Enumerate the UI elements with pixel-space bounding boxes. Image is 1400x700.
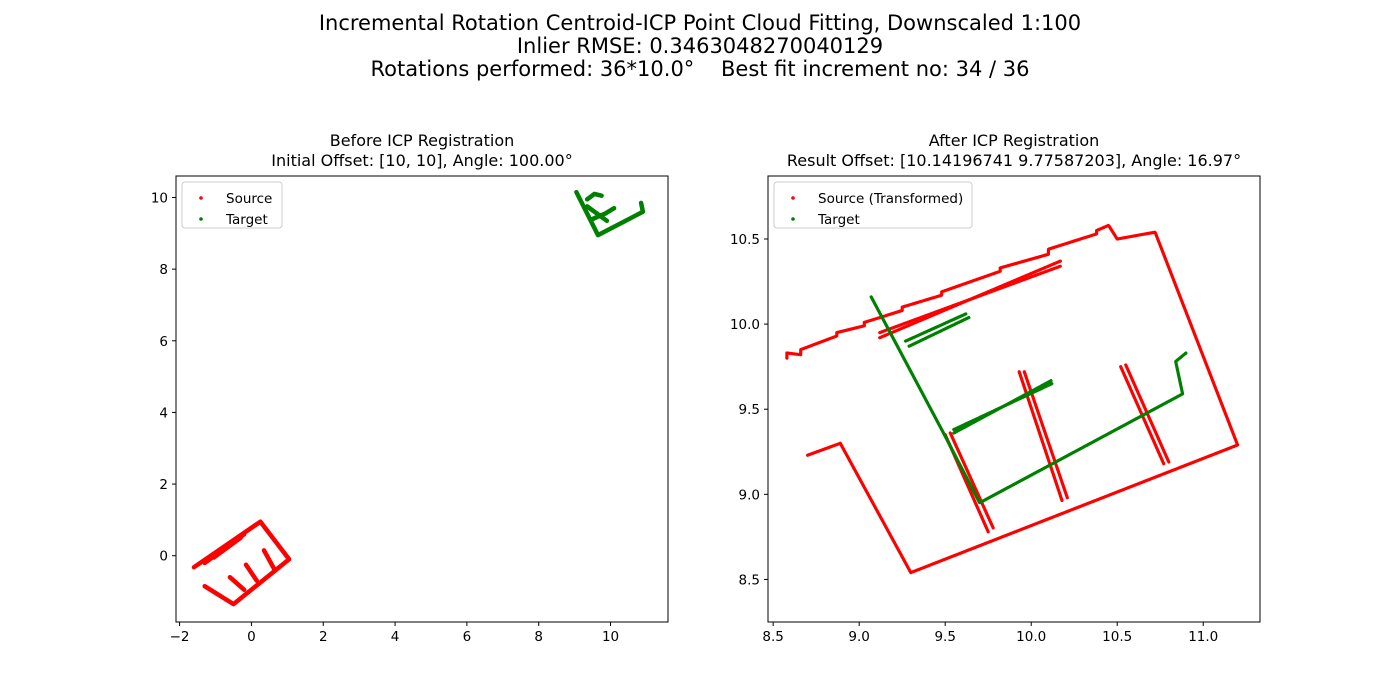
figure-title-line-3: Rotations performed: 36*10.0° Best fit i… [371, 57, 1030, 81]
legend-box [773, 181, 973, 229]
before-plot-title: Before ICP Registration [330, 131, 515, 150]
y-tick-label: 10 [151, 190, 168, 206]
y-tick-label: 4 [159, 405, 168, 421]
target-series-segment-3 [904, 312, 968, 343]
target-series-segment-1 [584, 191, 604, 202]
before-icp-plot: Before ICP Registration Initial Offset: … [151, 131, 669, 645]
data-layer [785, 223, 1240, 575]
plot-frame [767, 175, 1261, 623]
legend-label-source: Source (Transformed) [818, 191, 963, 207]
legend-box [181, 181, 283, 229]
x-tick-label: 0 [247, 629, 256, 645]
source-series-segment-4 [243, 562, 260, 584]
x-tick-label: 2 [319, 629, 328, 645]
y-tick-label: 9.5 [739, 402, 760, 418]
y-tick-label: 2 [159, 477, 168, 493]
x-tick-label: 9.5 [934, 629, 955, 645]
y-tick-label: 6 [159, 334, 168, 350]
x-tick-label: −2 [170, 629, 190, 645]
y-tick-label: 10.5 [730, 232, 760, 248]
y-tick-label: 9.0 [739, 487, 760, 503]
plot-frame [175, 175, 669, 623]
y-tick-label: 8 [159, 262, 168, 278]
legend-marker-source [791, 196, 795, 200]
legend-marker-target [199, 217, 203, 221]
x-tick-label: 4 [391, 629, 400, 645]
target-series-segment-4 [907, 315, 971, 348]
x-tick-label: 10.0 [1016, 629, 1046, 645]
before-plot-subtitle: Initial Offset: [10, 10], Angle: 100.00° [271, 151, 572, 170]
y-tick-label: 0 [159, 549, 168, 565]
legend-label-target: Target [817, 212, 860, 228]
legend-label-source: Source [226, 191, 272, 207]
x-tick-label: 9.0 [848, 629, 869, 645]
y-tick-label: 8.5 [739, 572, 760, 588]
legend-marker-target [791, 217, 795, 221]
after-icp-plot: After ICP Registration Result Offset: [1… [730, 131, 1261, 645]
x-tick-label: 10 [602, 629, 619, 645]
figure-title-line-1: Incremental Rotation Centroid-ICP Point … [319, 11, 1081, 35]
data-layer [191, 189, 646, 607]
x-tick-label: 10.5 [1102, 629, 1132, 645]
source-series-segment-0 [785, 223, 1240, 575]
source-series-segment-2 [878, 264, 1062, 335]
target-series-segment-2 [952, 382, 1054, 432]
source-series-segment-3 [227, 574, 247, 593]
after-plot-title: After ICP Registration [929, 131, 1100, 150]
plot-area [176, 176, 668, 622]
legend-label-target: Target [225, 212, 268, 228]
target-series-segment-2 [590, 205, 617, 222]
after-plot-subtitle: Result Offset: [10.14196741 9.77587203],… [787, 151, 1241, 170]
figure-title-line-2: Inlier RMSE: 0.3463048270040129 [517, 34, 883, 58]
legend: Source Target [181, 181, 283, 229]
x-tick-label: 8.5 [762, 629, 783, 645]
y-tick-label: 10.0 [730, 317, 760, 333]
source-series-segment-2 [211, 535, 243, 560]
target-series-segment-0 [574, 189, 646, 238]
legend: Source (Transformed) Target [773, 181, 973, 229]
target-series-segment-3 [584, 204, 610, 224]
x-tick-label: 6 [463, 629, 472, 645]
legend-marker-source [199, 196, 203, 200]
x-tick-label: 11.0 [1188, 629, 1218, 645]
source-series-segment-5 [261, 548, 278, 573]
x-tick-label: 8 [534, 629, 543, 645]
target-series-segment-0 [869, 295, 1188, 505]
source-series-segment-4 [948, 431, 995, 530]
